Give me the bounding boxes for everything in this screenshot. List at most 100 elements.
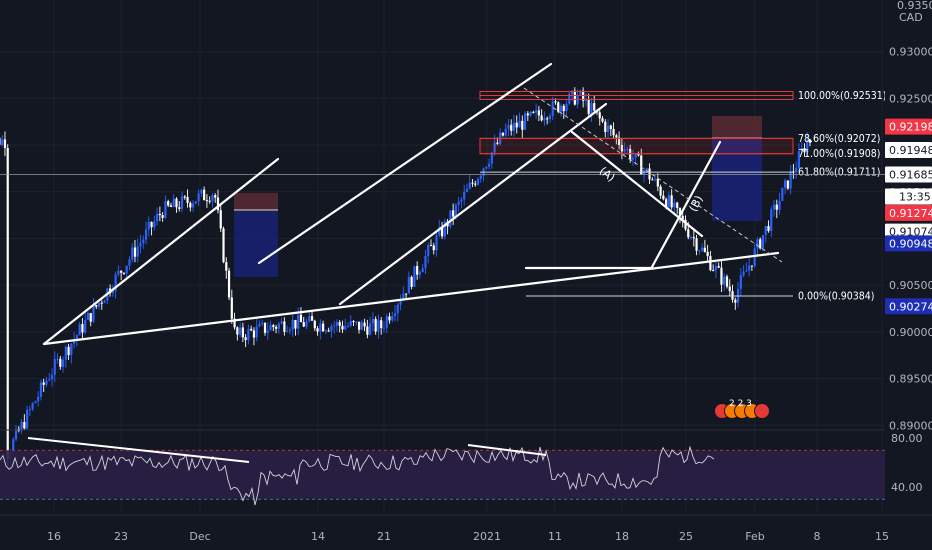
candle-body xyxy=(291,319,294,330)
candle-body xyxy=(703,247,706,252)
candle-body xyxy=(789,171,792,189)
candle-body xyxy=(371,319,374,324)
candle-body xyxy=(418,272,422,275)
event-icon[interactable] xyxy=(754,403,770,419)
candle-body xyxy=(452,210,455,217)
candle-body xyxy=(172,198,175,207)
candle-body xyxy=(518,120,521,128)
candle-body xyxy=(39,382,43,397)
time-tick: 2021 xyxy=(473,530,501,543)
candle-body xyxy=(709,256,712,271)
trendline xyxy=(570,130,704,238)
candle-body xyxy=(629,148,632,160)
candle-body xyxy=(402,293,405,301)
price-badge xyxy=(885,141,932,158)
candle-body xyxy=(504,128,507,136)
price-badge xyxy=(885,118,932,135)
candle-body xyxy=(211,195,214,202)
candle-body xyxy=(712,270,715,272)
candle-body xyxy=(568,93,571,104)
candle-body xyxy=(86,313,90,320)
candle-body xyxy=(593,103,596,111)
candle-body xyxy=(673,202,676,208)
candle-body xyxy=(203,189,206,201)
candle-body xyxy=(70,343,73,356)
candle-body xyxy=(73,339,76,344)
candle-body xyxy=(750,265,753,267)
candle-body xyxy=(6,147,9,460)
candle-body xyxy=(416,266,419,275)
candle-body xyxy=(313,320,316,329)
candle-body xyxy=(626,148,629,150)
candle-body xyxy=(50,374,54,380)
candle-body xyxy=(529,111,532,116)
currency-label: CAD xyxy=(899,11,923,24)
candle-body xyxy=(258,323,261,327)
rsi-divergence-line xyxy=(467,444,547,456)
candle-body xyxy=(653,178,657,180)
candle-body xyxy=(485,166,488,169)
time-tick: 8 xyxy=(814,530,821,543)
price-tick: 0.90500 xyxy=(889,279,932,292)
price-badge xyxy=(885,166,932,183)
time-axis: 16 23 Dec 14 21 2021 11 18 25 Feb 8 15 xyxy=(0,514,932,543)
candle-body xyxy=(753,248,756,267)
candle-body xyxy=(665,199,668,208)
candle-body xyxy=(191,203,195,208)
candle-body xyxy=(122,272,126,274)
candle-body xyxy=(161,215,164,218)
candle-body xyxy=(84,319,87,333)
candle-body xyxy=(623,149,626,152)
candle-body xyxy=(1,139,4,145)
candle-body xyxy=(535,110,538,113)
candle-body xyxy=(797,151,801,169)
candle-body xyxy=(53,359,56,375)
candle-body xyxy=(64,346,67,360)
candle-body xyxy=(427,245,430,256)
candle-body xyxy=(280,321,283,324)
candle-body xyxy=(612,128,615,136)
candle-body xyxy=(756,239,759,249)
candle-body xyxy=(717,266,720,268)
candle-body xyxy=(800,148,803,152)
candle-body xyxy=(255,326,258,338)
candle-body xyxy=(490,152,493,164)
candle-body xyxy=(698,250,701,252)
candle-body xyxy=(681,215,684,220)
candle-body xyxy=(150,221,153,228)
price-badge-text: 0.91274 xyxy=(889,207,932,220)
target-zone-right xyxy=(712,138,762,221)
candle-body xyxy=(609,125,612,129)
trendline xyxy=(338,102,608,306)
candle-body xyxy=(117,270,120,275)
candle-body xyxy=(460,199,463,202)
candle-body xyxy=(543,118,546,121)
candle-body xyxy=(89,313,92,322)
event-badges[interactable]: 2 2 3 xyxy=(714,399,770,419)
candle-body xyxy=(111,290,114,294)
candle-body xyxy=(634,153,637,158)
candle-body xyxy=(404,293,408,295)
candle-body xyxy=(377,320,380,332)
candle-body xyxy=(144,229,148,240)
candle-body xyxy=(167,201,170,206)
candle-body xyxy=(687,229,690,238)
candle-body xyxy=(183,196,186,198)
candle-body xyxy=(667,195,671,208)
candle-body xyxy=(363,322,366,327)
candle-body xyxy=(579,90,582,95)
candle-body xyxy=(97,302,101,307)
candle-body xyxy=(728,286,731,292)
candle-body xyxy=(239,327,242,335)
candle-body xyxy=(725,276,729,287)
candle-body xyxy=(153,221,156,228)
candle-body xyxy=(689,237,693,239)
candle-body xyxy=(551,101,554,116)
price-badge-text: 0.90948 xyxy=(889,237,932,250)
candle-body xyxy=(803,148,806,153)
candle-body xyxy=(781,187,784,201)
candle-body xyxy=(399,300,402,305)
candle-body xyxy=(25,409,29,429)
rsi-tick: 40.00 xyxy=(891,481,923,494)
